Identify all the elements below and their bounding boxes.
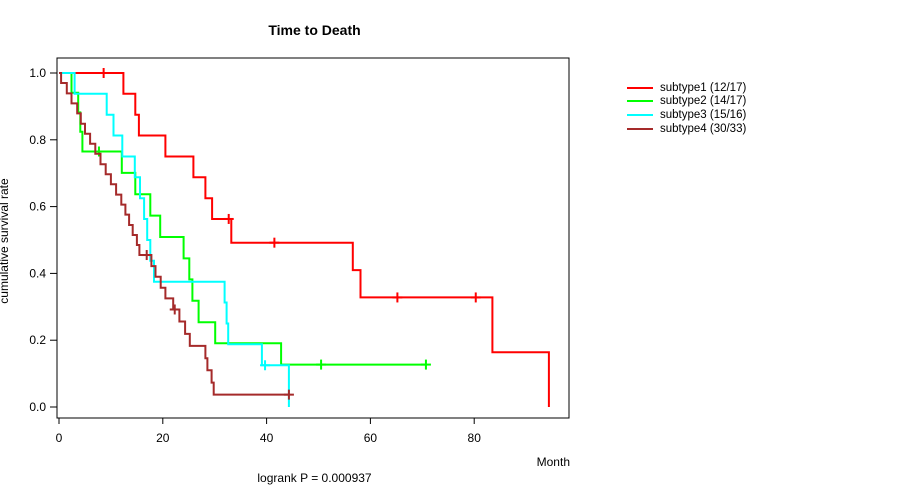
legend-line-swatch [627, 86, 653, 89]
legend: subtype1 (12/17) subtype2 (14/17) subtyp… [627, 81, 746, 135]
x-axis-label: Month [536, 455, 570, 469]
chart-title: Time to Death [268, 22, 361, 38]
y-tick-label: 0.8 [29, 133, 46, 147]
x-tick-label: 80 [468, 431, 482, 445]
y-tick-label: 1.0 [29, 66, 46, 80]
x-tick-label: 60 [364, 431, 378, 445]
legend-line-swatch [627, 113, 653, 116]
legend-line-swatch [627, 100, 653, 103]
curve-subtype3 [59, 72, 290, 407]
legend-label: subtype2 (14/17) [660, 95, 747, 108]
y-tick-label: 0.6 [29, 200, 46, 214]
legend-label: subtype4 (30/33) [660, 122, 747, 135]
legend-item-subtype4: subtype4 (30/33) [627, 122, 746, 136]
x-tick-label: 0 [56, 431, 63, 445]
x-tick-label: 20 [156, 431, 170, 445]
legend-label: subtype1 (12/17) [660, 81, 747, 94]
plot-box [56, 57, 570, 419]
y-tick-label: 0.2 [29, 333, 46, 347]
legend-label: subtype3 (15/16) [660, 108, 747, 121]
curve-subtype4 [59, 72, 289, 396]
x-tick-label: 40 [260, 431, 274, 445]
legend-item-subtype1: subtype1 (12/17) [627, 81, 746, 95]
curve-subtype1 [59, 72, 550, 407]
legend-item-subtype2: subtype2 (14/17) [627, 95, 746, 109]
logrank-annotation: logrank P = 0.000937 [257, 471, 372, 485]
legend-item-subtype3: subtype3 (15/16) [627, 108, 746, 122]
y-tick-label: 0.4 [29, 266, 46, 280]
y-tick-label: 0.0 [29, 400, 46, 414]
legend-line-swatch [627, 127, 653, 130]
